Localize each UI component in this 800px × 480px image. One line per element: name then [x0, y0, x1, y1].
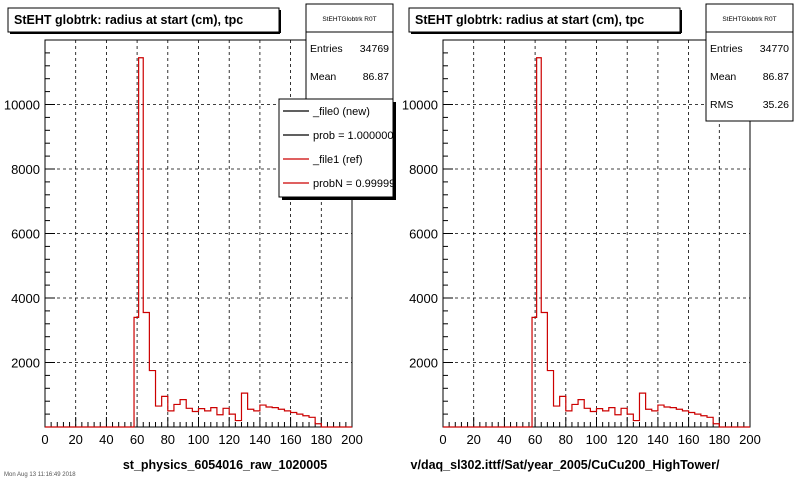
- legend-label: _file0 (new): [312, 106, 370, 118]
- x-tick-label: 140: [647, 432, 669, 447]
- stats-value: 34770: [760, 43, 789, 55]
- x-tick-label: 200: [341, 432, 363, 447]
- x-tick-label: 20: [466, 432, 480, 447]
- y-tick-label: 10000: [4, 98, 40, 113]
- chart-title: StEHT globtrk: radius at start (cm), tpc: [14, 13, 243, 27]
- x-axis-label: st_physics_6054016_raw_1020005: [123, 458, 327, 472]
- stats-box: [305, 3, 394, 118]
- legend-label: _file1 (ref): [312, 154, 363, 166]
- y-tick-label: 8000: [409, 162, 438, 177]
- y-tick-label: 8000: [11, 162, 40, 177]
- legend-entries: _file0 (new) prob = 1.000000 _file1 (ref) p…: [283, 106, 401, 190]
- x-tick-label: 120: [616, 432, 638, 447]
- x-tick-label: 60: [528, 432, 542, 447]
- stats-value: 35.26: [763, 99, 789, 111]
- x-tick-label: 140: [249, 432, 271, 447]
- stats-label: Mean: [710, 71, 736, 83]
- x-tick-label: 180: [708, 432, 730, 447]
- stats-label: Entries: [310, 43, 343, 55]
- title-box: [7, 7, 280, 33]
- x-tick-label: 100: [188, 432, 210, 447]
- histogram-pad-right: 0 20 40 60 80 100 120 140 160 180 200 2000 4000 6000 8…: [402, 3, 794, 472]
- y-tick-label: 2000: [409, 356, 438, 371]
- x-tick-label: 160: [678, 432, 700, 447]
- stats-header: StEHTGlobtrk R0T: [322, 16, 376, 23]
- x-tick-label: 180: [310, 432, 332, 447]
- stats-box: [705, 3, 794, 122]
- y-tick-label: 10000: [402, 98, 438, 113]
- x-tick-label: 40: [99, 432, 113, 447]
- stats-label: RMS: [710, 99, 733, 111]
- x-tick-label: 0: [439, 432, 446, 447]
- x-tick-label: 80: [161, 432, 175, 447]
- x-tick-label: 20: [68, 432, 82, 447]
- stats-label: Mean: [310, 71, 336, 83]
- legend-label: probN = 0.999998: [313, 178, 401, 190]
- x-axis-label: v/daq_sl302.ittf/Sat/year_2005/CuCu200_H…: [411, 458, 720, 472]
- chart-title: StEHT globtrk: radius at start (cm), tpc: [415, 13, 644, 27]
- stats-value: 86.87: [363, 71, 389, 83]
- histogram-series: [443, 57, 750, 428]
- histogram-series: [45, 57, 352, 428]
- x-tick-label: 0: [41, 432, 48, 447]
- x-tick-label: 100: [586, 432, 608, 447]
- x-tick-label: 160: [280, 432, 302, 447]
- x-tick-label: 80: [559, 432, 573, 447]
- x-tick-label: 120: [218, 432, 240, 447]
- legend-label: prob = 1.000000: [313, 130, 393, 142]
- y-tick-label: 4000: [11, 291, 40, 306]
- footer-timestamp: Mon Aug 13 11:16:49 2018: [4, 472, 76, 478]
- y-tick-label: 2000: [11, 356, 40, 371]
- x-tick-label: 200: [739, 432, 761, 447]
- y-tick-label: 6000: [409, 227, 438, 242]
- histogram-pad-left: 0 20 40 60 80 100 120 140 160 180 200 2000 4000 6000 8…: [4, 3, 401, 472]
- stats-label: Entries: [710, 43, 743, 55]
- stats-value: 34769: [360, 43, 389, 55]
- y-tick-label: 6000: [11, 227, 40, 242]
- stats-value: 86.87: [763, 71, 789, 83]
- legend-box: [278, 98, 394, 198]
- y-tick-label: 4000: [409, 291, 438, 306]
- x-tick-label: 60: [130, 432, 144, 447]
- title-box: [408, 7, 681, 33]
- x-tick-label: 40: [497, 432, 511, 447]
- stats-header: StEHTGlobtrk R0T: [722, 16, 776, 23]
